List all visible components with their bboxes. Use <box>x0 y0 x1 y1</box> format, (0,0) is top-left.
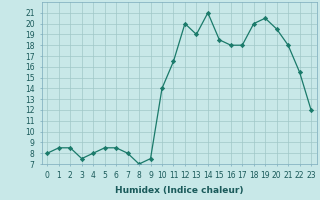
X-axis label: Humidex (Indice chaleur): Humidex (Indice chaleur) <box>115 186 244 194</box>
